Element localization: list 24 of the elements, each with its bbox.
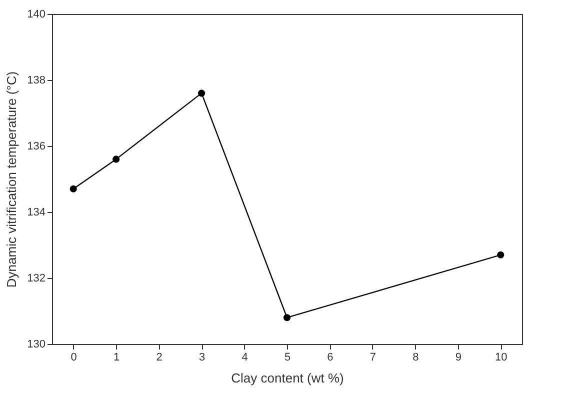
x-tick-label: 5	[284, 352, 291, 364]
y-axis-title: Dynamic vitrification temperature (°C)	[4, 71, 20, 288]
x-tick-label: 3	[198, 352, 206, 364]
x-tick-label: 4	[242, 352, 248, 364]
point	[112, 156, 120, 163]
y-tick-label: 140	[27, 8, 46, 20]
y-tick-label: 132	[27, 272, 46, 284]
x-tick-label: 0	[70, 352, 77, 364]
x-tick-label: 6	[327, 352, 334, 364]
point	[70, 185, 77, 192]
x-axis-title: Clay content (wt %)	[231, 370, 344, 386]
y-tick-label: 138	[27, 74, 46, 86]
x-tick-label: 7	[370, 352, 376, 364]
x-tick-label: 8	[412, 352, 419, 364]
x-tick-label: 1	[114, 352, 120, 364]
x-tick-label: 2	[156, 352, 162, 364]
y-tick-label: 134	[27, 206, 46, 218]
point	[283, 314, 291, 322]
x-tick-label: 10	[495, 352, 508, 364]
point	[198, 90, 206, 97]
y-tick-label: 136	[27, 140, 46, 152]
point	[497, 251, 504, 258]
x-tick-label: 9	[455, 352, 462, 364]
y-tick-label: 130	[27, 338, 46, 350]
